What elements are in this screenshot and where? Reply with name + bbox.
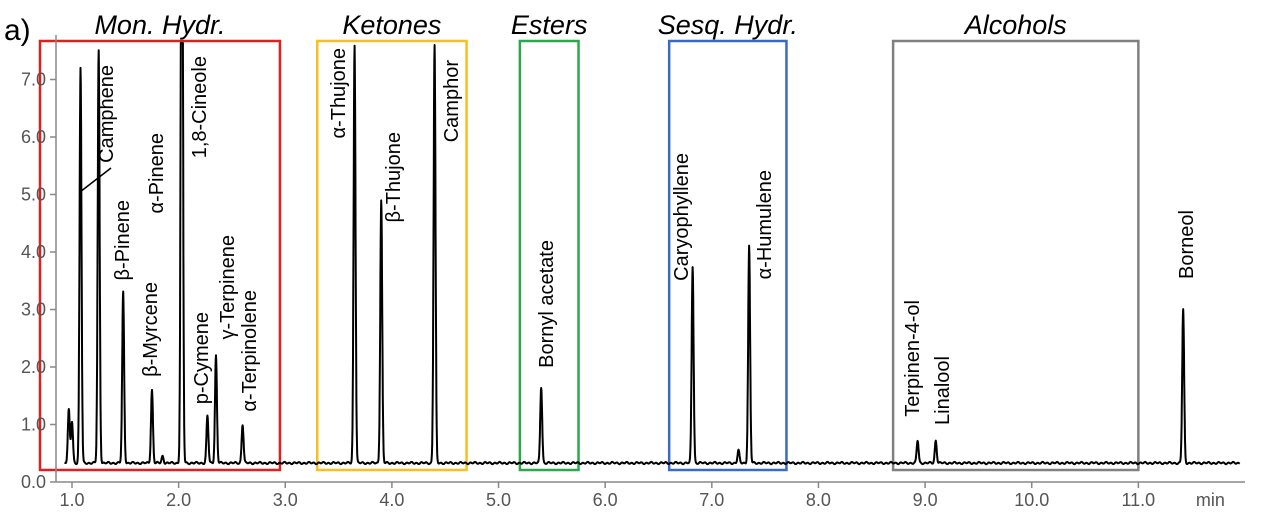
x-tick-label: 1.0 xyxy=(59,490,84,510)
y-tick-label: 0.0 xyxy=(21,472,46,492)
x-tick-label: 8.0 xyxy=(806,490,831,510)
peak-label: Camphene xyxy=(96,65,118,163)
group-label: Mon. Hydr. xyxy=(94,10,225,40)
x-tick-label: 10.0 xyxy=(1014,490,1049,510)
y-tick-label: 5.0 xyxy=(21,185,46,205)
y-tick-label: 3.0 xyxy=(21,300,46,320)
peak-label: Borneol xyxy=(1176,210,1198,279)
peak-label: Camphor xyxy=(441,60,463,143)
group-label: Ketones xyxy=(342,10,441,40)
y-tick-label: 4.0 xyxy=(21,242,46,262)
x-tick-label: 9.0 xyxy=(913,490,938,510)
x-tick-label: 5.0 xyxy=(486,490,511,510)
group-box xyxy=(316,39,468,472)
group-boxes xyxy=(38,39,1140,472)
camphene-leader-line xyxy=(79,167,112,193)
peak-label: β-Thujone xyxy=(383,132,405,222)
x-tick-label: 6.0 xyxy=(593,490,618,510)
peak-label: Caryophyllene xyxy=(671,153,693,281)
y-tick-label: 1.0 xyxy=(21,415,46,435)
x-tick-label: 11.0 xyxy=(1122,490,1156,510)
panel-label: a) xyxy=(4,14,31,47)
group-label: Sesq. Hydr. xyxy=(658,10,798,40)
y-axis-ticks: 0.0 1.0 2.0 3.0 4.0 5.0 6.0 7.0 xyxy=(21,70,56,492)
peak-label: β-Myrcene xyxy=(140,282,162,377)
group-labels: Mon. Hydr. Ketones Esters Sesq. Hydr. Alcoho… xyxy=(94,10,1066,40)
peak-label: 1,8-Cineole xyxy=(189,56,211,158)
x-tick-label: 3.0 xyxy=(273,490,298,510)
group-box xyxy=(38,39,282,472)
group-box xyxy=(891,39,1140,472)
y-tick-label: 2.0 xyxy=(21,357,46,377)
group-box xyxy=(518,39,580,472)
y-tick-label: 6.0 xyxy=(21,127,46,147)
peak-label: β-Pinene xyxy=(112,200,134,280)
peak-label: Terpinen-4-ol xyxy=(902,300,924,417)
peak-label: α-Pinene xyxy=(146,133,168,214)
peak-labels: Camphene β-Pinene β-Myrcene α-Pinene 1,8-Cin… xyxy=(96,48,1198,425)
peak-label: α-Terpinolene xyxy=(239,290,261,412)
peak-label: γ-Terpinene xyxy=(217,235,239,340)
peak-label: α-Thujone xyxy=(328,48,350,139)
x-axis-unit-label: min xyxy=(1196,490,1225,510)
group-box xyxy=(667,39,788,472)
x-tick-label: 4.0 xyxy=(379,490,404,510)
x-tick-label: 7.0 xyxy=(699,490,724,510)
peak-label: α-Humulene xyxy=(754,170,776,279)
peak-label: Bornyl acetate xyxy=(536,240,558,368)
peak-label: Linalool xyxy=(932,356,954,425)
y-tick-label: 7.0 xyxy=(21,70,46,90)
x-tick-label: 2.0 xyxy=(166,490,191,510)
axes: 0.0 1.0 2.0 3.0 4.0 5.0 6.0 7.0 1.0 2.0 3.0 4.0 5.0… xyxy=(21,35,1245,510)
x-axis-ticks: 1.0 2.0 3.0 4.0 5.0 6.0 7.0 8.0 9.0 10.0 11.0 xyxy=(59,482,1155,510)
peak-label: p-Cymene xyxy=(191,312,213,404)
group-label: Alcohols xyxy=(963,10,1067,40)
group-label: Esters xyxy=(511,10,588,40)
chromatogram-trace xyxy=(63,42,1241,466)
